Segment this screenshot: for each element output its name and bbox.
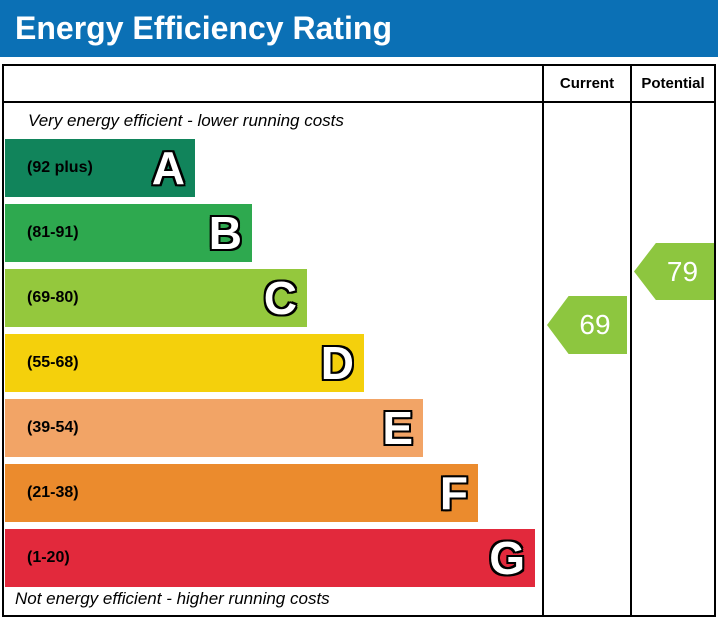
band-row-c: (69-80) C	[5, 269, 307, 327]
band-range-label: (92 plus)	[27, 159, 93, 176]
rating-table: Current Potential Very energy efficient …	[2, 64, 716, 617]
band-letter: E	[382, 402, 413, 454]
band-letter: G	[489, 532, 525, 584]
band-scale-area: Very energy efficient - lower running co…	[4, 103, 542, 615]
band-letter: D	[320, 337, 354, 389]
band-row-e: (39-54) E	[5, 399, 423, 457]
current-column: 69	[542, 103, 630, 615]
band-letter: F	[439, 467, 468, 519]
band-letter: B	[208, 207, 242, 259]
page-title: Energy Efficiency Rating	[15, 10, 392, 46]
note-not-efficient: Not energy efficient - higher running co…	[15, 589, 330, 608]
column-header-potential: Potential	[630, 66, 714, 103]
current-rating-arrow: 69	[547, 296, 627, 354]
title-banner: Energy Efficiency Rating	[0, 0, 718, 57]
band-row-b: (81-91) B	[5, 204, 252, 262]
band-letter: A	[151, 142, 185, 194]
band-row-f: (21-38) F	[5, 464, 478, 522]
column-header-current: Current	[542, 66, 630, 103]
band-row-a: (92 plus) A	[5, 139, 195, 197]
band-letter: C	[263, 272, 297, 324]
band-range-label: (39-54)	[27, 419, 79, 436]
band-range-label: (81-91)	[27, 224, 79, 241]
band-row-g: (1-20) G	[5, 529, 535, 587]
band-row-d: (55-68) D	[5, 334, 364, 392]
band-range-label: (1-20)	[27, 549, 70, 566]
potential-rating-arrow: 79	[634, 243, 714, 300]
header-spacer	[4, 66, 542, 103]
potential-column: 79	[630, 103, 714, 615]
note-very-efficient: Very energy efficient - lower running co…	[28, 111, 344, 130]
potential-rating-value: 79	[666, 255, 699, 287]
band-range-label: (69-80)	[27, 289, 79, 306]
current-rating-value: 69	[579, 309, 611, 340]
band-range-label: (21-38)	[27, 484, 79, 501]
band-range-label: (55-68)	[27, 354, 79, 371]
